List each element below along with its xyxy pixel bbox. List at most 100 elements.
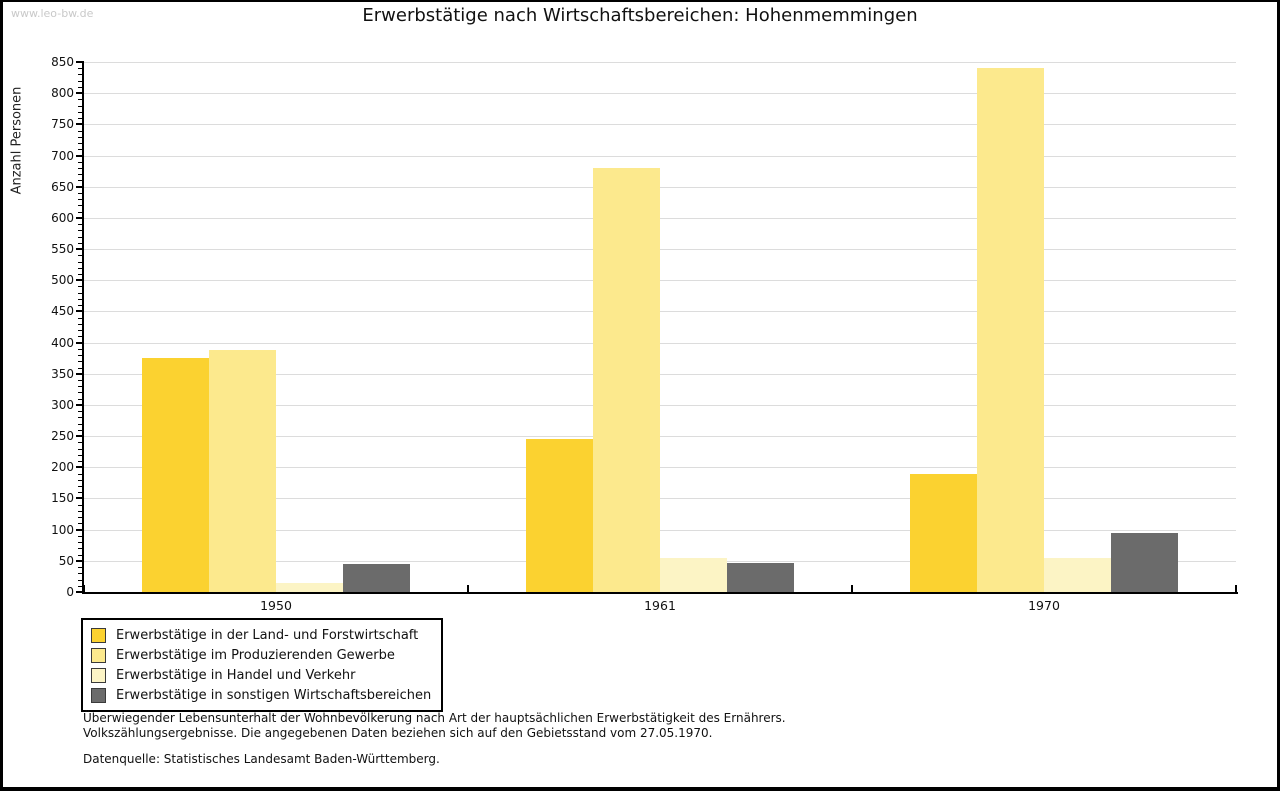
y-major-tick-650 xyxy=(76,185,82,188)
y-minor-tick xyxy=(78,168,82,169)
y-minor-tick xyxy=(78,579,82,581)
y-minor-tick xyxy=(78,161,82,163)
y-minor-tick xyxy=(78,380,82,381)
gridline-700 xyxy=(84,155,1236,157)
bar-1970-series-2 xyxy=(977,68,1044,592)
y-minor-tick xyxy=(78,567,82,569)
y-tick-label-650: 650 xyxy=(51,179,74,194)
y-minor-tick xyxy=(78,111,82,113)
gridline-200 xyxy=(84,467,1236,469)
y-major-tick-50 xyxy=(76,559,82,562)
y-minor-tick xyxy=(78,330,82,332)
y-minor-tick xyxy=(78,236,82,238)
y-minor-tick xyxy=(78,136,82,138)
y-minor-tick xyxy=(78,386,82,388)
y-major-tick-800 xyxy=(76,92,82,95)
y-minor-tick xyxy=(78,118,82,120)
legend-label-3: Erwerbstätige in Handel und Verkehr xyxy=(116,667,356,683)
y-minor-tick xyxy=(78,99,82,101)
y-minor-tick xyxy=(78,429,82,431)
y-major-tick-700 xyxy=(76,154,82,157)
y-major-tick-550 xyxy=(76,248,82,251)
y-minor-tick xyxy=(78,242,82,244)
legend-label-4: Erwerbstätige in sonstigen Wirtschaftsbe… xyxy=(116,687,432,703)
bar-1950-series-1 xyxy=(142,358,209,592)
y-minor-tick xyxy=(78,180,82,182)
footnote-line2: Volkszählungsergebnisse. Die angegebenen… xyxy=(83,726,713,740)
bar-1970-series-4 xyxy=(1111,532,1178,592)
legend-label-1: Erwerbstätige in der Land- und Forstwirt… xyxy=(116,627,419,643)
legend-swatch-4 xyxy=(91,687,106,703)
y-tick-label-100: 100 xyxy=(51,522,74,537)
y-minor-tick xyxy=(78,454,82,456)
x-boundary-tick xyxy=(467,585,469,592)
gridline-800 xyxy=(84,93,1236,95)
y-minor-tick xyxy=(78,367,82,369)
y-tick-label-50: 50 xyxy=(58,553,74,568)
gridline-600 xyxy=(84,217,1236,219)
y-tick-label-800: 800 xyxy=(51,86,74,101)
y-major-tick-400 xyxy=(76,341,82,344)
y-tick-label-450: 450 xyxy=(51,304,74,319)
y-major-tick-600 xyxy=(76,216,82,219)
y-minor-tick xyxy=(78,423,82,425)
gridline-650 xyxy=(84,186,1236,188)
y-tick-label-0: 0 xyxy=(66,585,74,599)
y-minor-tick xyxy=(78,542,82,544)
data-source: Datenquelle: Statistisches Landesamt Bad… xyxy=(83,752,440,766)
y-minor-tick xyxy=(78,261,82,263)
legend-swatch-2 xyxy=(91,647,106,663)
y-tick-label-250: 250 xyxy=(51,429,74,444)
gridline-300 xyxy=(84,404,1236,406)
y-minor-tick xyxy=(78,398,82,400)
x-boundary-tick xyxy=(83,585,85,592)
legend: Erwerbstätige in der Land- und Forstwirt… xyxy=(81,618,444,712)
y-minor-tick xyxy=(78,548,82,550)
y-minor-tick xyxy=(78,554,82,556)
y-tick-label-600: 600 xyxy=(51,210,74,225)
y-tick-label-300: 300 xyxy=(51,397,74,412)
y-minor-tick xyxy=(78,192,82,194)
y-minor-tick xyxy=(78,417,82,419)
y-minor-tick xyxy=(78,149,82,151)
footnote-line1: Überwiegender Lebensunterhalt der Wohnbe… xyxy=(83,711,786,725)
bar-1950-series-4 xyxy=(343,563,410,592)
y-minor-tick xyxy=(78,286,82,288)
y-major-tick-0 xyxy=(76,591,82,593)
y-tick-label-500: 500 xyxy=(51,273,74,288)
y-minor-tick xyxy=(78,510,82,512)
y-major-tick-850 xyxy=(76,61,82,63)
y-minor-tick xyxy=(78,105,82,107)
y-minor-tick xyxy=(78,80,82,82)
bar-1961-series-1 xyxy=(526,439,593,592)
y-major-tick-450 xyxy=(76,310,82,313)
y-minor-tick xyxy=(78,392,82,394)
y-tick-label-550: 550 xyxy=(51,242,74,257)
y-major-tick-500 xyxy=(76,279,82,282)
legend-swatch-3 xyxy=(91,667,106,683)
y-tick-label-850: 850 xyxy=(51,55,74,69)
y-minor-tick xyxy=(78,448,82,450)
bar-1950-series-3 xyxy=(276,582,343,592)
y-minor-tick xyxy=(78,292,82,294)
y-minor-tick xyxy=(78,473,82,475)
y-minor-tick xyxy=(78,486,82,487)
y-minor-tick xyxy=(78,211,82,213)
footnote: Überwiegender Lebensunterhalt der Wohnbe… xyxy=(83,711,786,741)
gridline-350 xyxy=(84,373,1236,375)
y-minor-tick xyxy=(78,230,82,232)
y-major-tick-200 xyxy=(76,466,82,469)
y-minor-tick xyxy=(78,461,82,463)
x-boundary-tick xyxy=(1235,585,1237,592)
y-minor-tick xyxy=(78,267,82,269)
y-tick-label-200: 200 xyxy=(51,460,74,475)
y-major-tick-350 xyxy=(76,372,82,375)
legend-item-3: Erwerbstätige in Handel und Verkehr xyxy=(91,665,431,685)
x-axis-line xyxy=(82,592,1238,594)
legend-label-2: Erwerbstätige im Produzierenden Gewerbe xyxy=(116,647,395,663)
y-minor-tick xyxy=(78,86,82,88)
x-tick-label-1961: 1961 xyxy=(644,598,676,613)
bar-1961-series-3 xyxy=(660,557,727,592)
y-minor-tick xyxy=(78,143,82,145)
legend-swatch-1 xyxy=(91,627,106,643)
